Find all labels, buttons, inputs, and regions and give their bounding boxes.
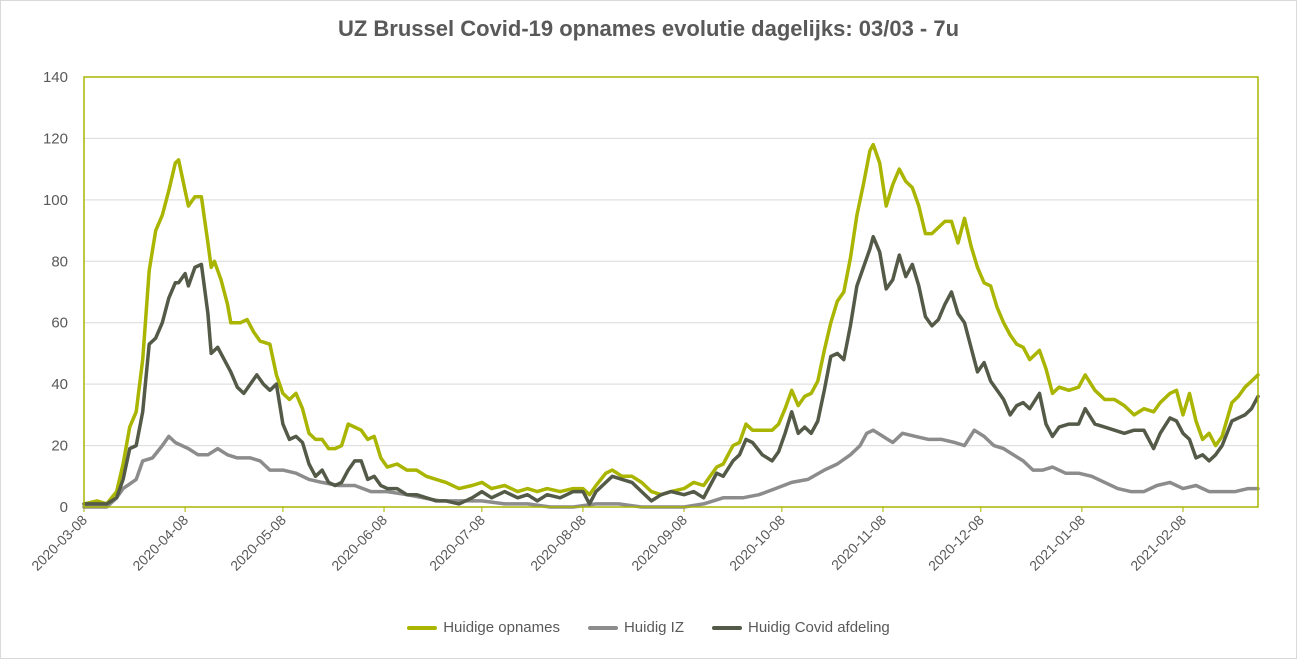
y-tick-label: 0 xyxy=(60,499,68,516)
x-tick-label: 2020-07-08 xyxy=(426,512,488,574)
chart-legend: Huidige opnames Huidig IZ Huidig Covid afd… xyxy=(0,619,1297,636)
series-line-1 xyxy=(82,142,1260,506)
x-tick-label: 2020-09-08 xyxy=(628,512,690,574)
legend-swatch xyxy=(407,625,438,630)
x-tick-label: 2020-11-08 xyxy=(828,512,889,573)
legend-label: Huidig Covid afdeling xyxy=(748,619,890,636)
gridlines xyxy=(84,76,1258,447)
plot-border xyxy=(83,76,1259,508)
legend-label: Huidige opnames xyxy=(443,619,560,636)
y-tick-label: 100 xyxy=(43,192,68,209)
x-tick-label: 2020-06-08 xyxy=(328,512,390,574)
legend-swatch xyxy=(712,625,742,630)
y-tick-label: 20 xyxy=(51,438,68,455)
series-line-3 xyxy=(82,234,1260,506)
x-axis-ticks: 2020-03-08 2020-04-08 2020-05-08 2020-06-08… xyxy=(28,507,1189,574)
x-tick-label: 2020-03-08 xyxy=(28,512,90,574)
y-tick-label: 60 xyxy=(51,315,68,332)
x-tick-label: 2020-05-08 xyxy=(227,512,289,574)
x-tick-label: 2020-10-08 xyxy=(726,512,788,574)
y-tick-label: 140 xyxy=(43,69,68,86)
legend-item: Huidig Covid afdeling xyxy=(712,619,890,636)
y-tick-label: 80 xyxy=(51,253,68,270)
series-lines xyxy=(82,142,1260,509)
chart-title: UZ Brussel Covid-19 opnames evolutie dag… xyxy=(337,16,960,41)
y-tick-label: 120 xyxy=(43,130,68,147)
legend-item: Huidig IZ xyxy=(587,619,684,636)
y-axis-ticks: 0 20 40 60 80 100 120 140 xyxy=(43,69,68,516)
y-tick-label: 40 xyxy=(51,376,68,393)
x-tick-label: 2020-12-08 xyxy=(925,512,987,574)
x-tick-label: 2020-08-08 xyxy=(527,512,589,574)
legend-swatch xyxy=(587,625,618,630)
x-tick-label: 2020-04-08 xyxy=(129,512,191,574)
x-tick-label: 2021-01-08 xyxy=(1026,512,1088,574)
legend-item: Huidige opnames xyxy=(407,619,560,636)
legend-label: Huidig IZ xyxy=(623,619,684,636)
x-tick-label: 2021-02-08 xyxy=(1127,512,1189,574)
series-line-2 xyxy=(82,428,1260,509)
